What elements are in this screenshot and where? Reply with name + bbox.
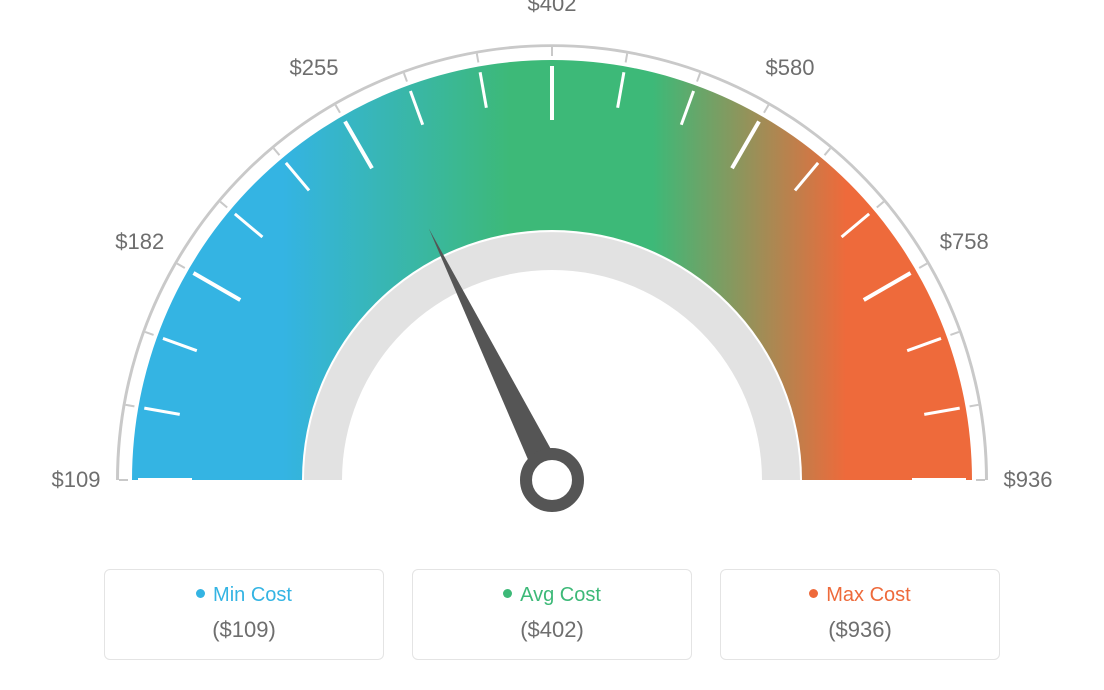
gauge-tick-label: $580 <box>766 55 815 81</box>
legend-min-value: ($109) <box>105 617 383 643</box>
gauge-tick-label: $758 <box>940 229 989 255</box>
gauge-tick-label: $936 <box>1004 467 1053 493</box>
legend-avg-value: ($402) <box>413 617 691 643</box>
legend-avg: Avg Cost ($402) <box>412 569 692 660</box>
dot-min <box>196 589 205 598</box>
gauge-tick-label: $255 <box>290 55 339 81</box>
legend-max-value: ($936) <box>721 617 999 643</box>
gauge-svg <box>0 0 1104 540</box>
gauge-tick-label: $182 <box>115 229 164 255</box>
dot-max <box>809 589 818 598</box>
legend-avg-title: Avg Cost <box>413 584 691 607</box>
legend-min: Min Cost ($109) <box>104 569 384 660</box>
gauge-tick-label: $109 <box>52 467 101 493</box>
gauge-tick-label: $402 <box>528 0 577 17</box>
legend-max-label: Max Cost <box>826 584 910 606</box>
cost-gauge: $109 $182 $255 $402 $580 $758 $936 <box>0 0 1104 540</box>
legend-max-title: Max Cost <box>721 584 999 607</box>
dot-avg <box>503 589 512 598</box>
legend-min-title: Min Cost <box>105 584 383 607</box>
legend-max: Max Cost ($936) <box>720 569 1000 660</box>
legend-min-label: Min Cost <box>213 584 292 606</box>
legend-avg-label: Avg Cost <box>520 584 601 606</box>
legend-row: Min Cost ($109) Avg Cost ($402) Max Cost… <box>0 569 1104 660</box>
